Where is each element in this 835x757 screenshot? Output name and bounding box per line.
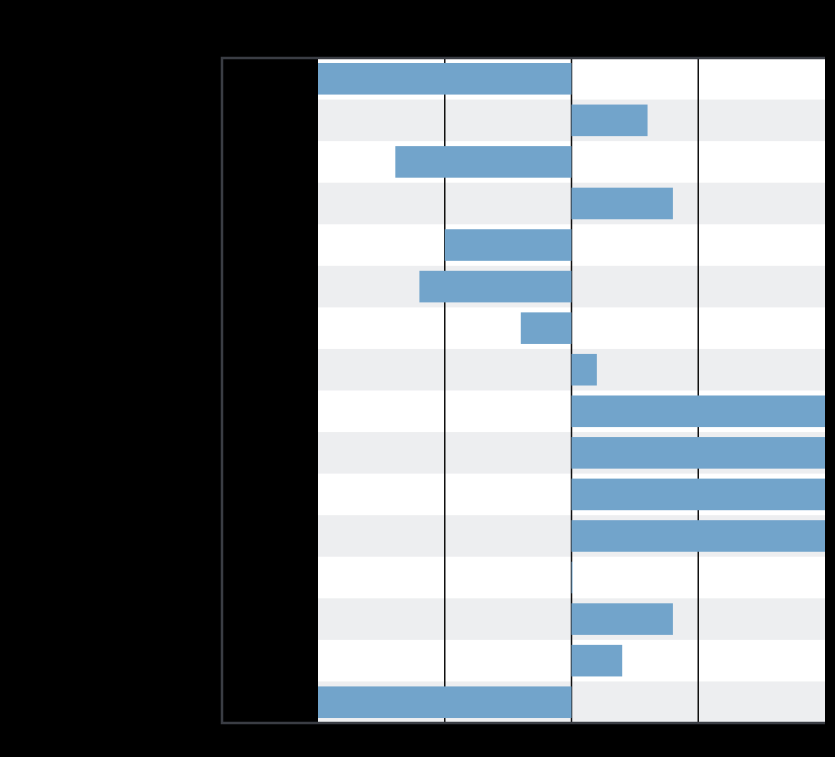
bar xyxy=(444,229,572,261)
bar xyxy=(419,270,572,303)
bar xyxy=(571,520,825,552)
axis-frame xyxy=(220,56,825,725)
bar xyxy=(571,478,825,511)
bar xyxy=(571,104,648,137)
bar xyxy=(318,686,572,719)
bar xyxy=(318,62,572,95)
bar xyxy=(571,353,597,386)
bar xyxy=(395,146,572,178)
bar xyxy=(520,312,572,344)
bar xyxy=(571,187,673,220)
bar xyxy=(571,561,573,594)
bar xyxy=(571,395,825,428)
bar xyxy=(571,437,825,469)
bar xyxy=(571,644,623,677)
bar xyxy=(571,603,673,635)
